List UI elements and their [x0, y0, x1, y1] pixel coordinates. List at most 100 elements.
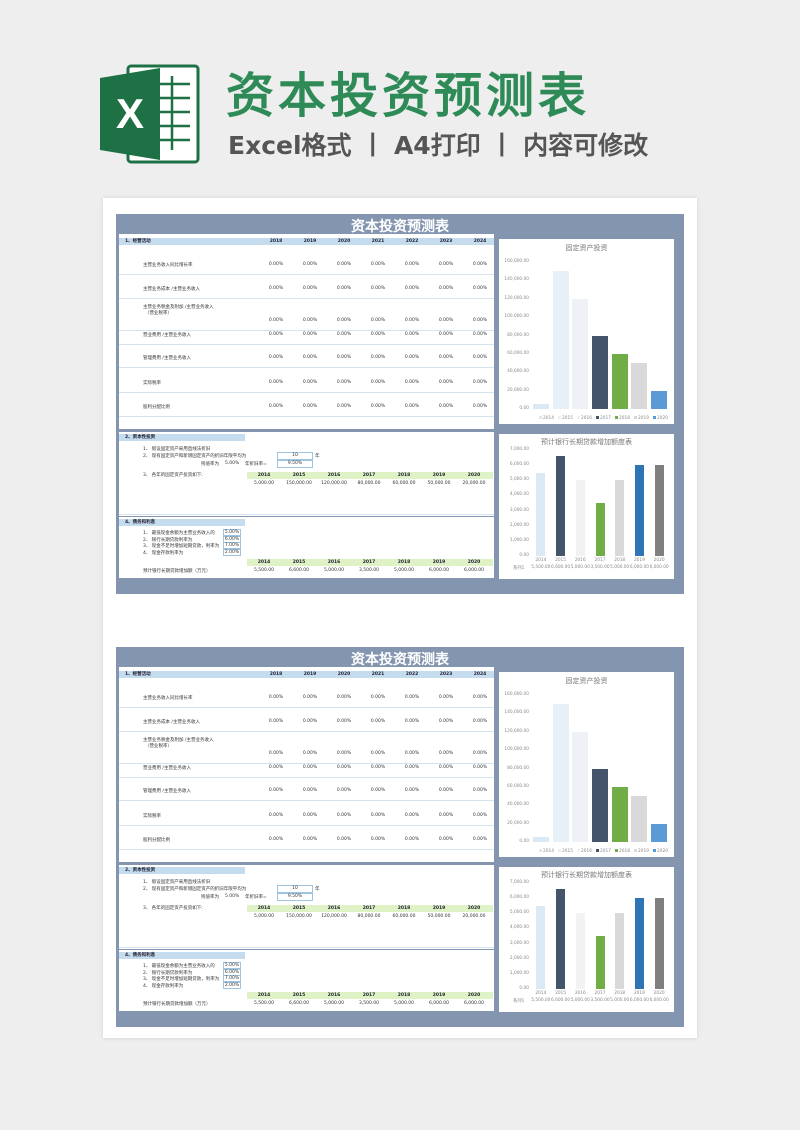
table-cell: 0.00%: [404, 788, 420, 793]
table-cell: 0.00%: [336, 695, 352, 700]
capital-investment-panel: 2、资本性投资 1、 假设固定资产采用直线法折旧 2、 现有固定资产和新增固定资…: [119, 865, 494, 949]
table-cell: 0.00%: [268, 719, 284, 724]
depreciation-rate-cell[interactable]: 9.50%: [277, 893, 313, 901]
table-cell: 0.00%: [336, 837, 352, 842]
table-cell: 0.00%: [370, 404, 386, 409]
chart-bar: [575, 913, 585, 989]
table-cell: 0.00%: [302, 262, 318, 267]
document-page: 资本投资预测表 1、经营活动 2018 2019 2020 2021 2022 2023 2…: [103, 198, 697, 1038]
y-tick-label: 60,000.00: [507, 350, 529, 356]
table-cell: 0.00%: [472, 404, 488, 409]
assumption-label: 4、 现金存款利率为: [143, 983, 184, 989]
data-table-value: 5,000.00: [570, 998, 590, 1003]
table-cell: 0.00%: [438, 695, 454, 700]
table-cell: 0.00%: [404, 837, 420, 842]
assumption-label: 3、 现金不足时增加短期贷款，利率为: [143, 977, 220, 982]
loan-value: 5,000.00: [393, 568, 415, 573]
table-cell: 0.00%: [404, 719, 420, 724]
table-cell: 0.00%: [370, 262, 386, 267]
y-tick-label: 3,000.00: [509, 507, 529, 513]
investment-value: 80,000.00: [357, 481, 381, 486]
chart-bar: [536, 905, 546, 989]
legend-label: 2019: [638, 849, 649, 854]
x-tick-label: 2015: [555, 991, 567, 996]
x-tick-label: 2018: [614, 991, 626, 996]
year-header: 2020: [337, 672, 351, 677]
table-cell: 0.00%: [370, 355, 386, 360]
year-header: 2014: [257, 560, 271, 565]
depreciation-rate-cell[interactable]: 9.50%: [277, 460, 313, 468]
year-header: 2015: [292, 993, 306, 998]
investment-value: 50,000.00: [427, 481, 451, 486]
y-tick-label: 100,000.00: [504, 314, 529, 320]
depreciation-years-cell[interactable]: 10: [277, 452, 313, 460]
table-cell: 0.00%: [404, 286, 420, 291]
table-cell: 0.00%: [302, 404, 318, 409]
series-label: 系列1: [513, 566, 525, 571]
year-header: 2022: [405, 672, 419, 677]
row-label: 主营业务收入同比增长率: [143, 696, 193, 701]
y-tick-label: 0.00: [519, 986, 529, 991]
loan-value: 5,500.00: [253, 568, 275, 573]
loan-value: 3,500.00: [358, 1001, 380, 1006]
data-table-value: 6,600.00: [550, 565, 571, 570]
legend-swatch: [577, 849, 580, 852]
table-cell: 0.00%: [302, 318, 318, 323]
year-header: 2016: [327, 560, 341, 565]
depreciation-years-cell[interactable]: 10: [277, 885, 313, 893]
year-header: 2018: [397, 560, 411, 565]
investment-value: 60,000.00: [392, 914, 416, 919]
text-line: 年折旧率=: [245, 895, 267, 900]
page-title: 资本投资预测表: [226, 68, 591, 124]
investment-value: 120,000.00: [321, 914, 347, 919]
investment-value: 5,000.00: [253, 914, 275, 919]
year-header: 2015: [292, 473, 306, 478]
table-cell: 0.00%: [404, 813, 420, 818]
section-heading: 4、债务和利息: [119, 519, 245, 526]
assumption-input[interactable]: 2.00%: [223, 548, 241, 556]
row-label-sub: （营业税率）: [145, 311, 172, 316]
residual-rate-value: 5.00%: [225, 894, 240, 899]
assumption-input[interactable]: 2.00%: [223, 981, 241, 989]
x-tick-label: 2017: [594, 991, 606, 996]
table-cell: 0.00%: [404, 332, 420, 337]
table-cell: 0.00%: [404, 355, 420, 360]
table-cell: 0.00%: [438, 380, 454, 385]
legend-label: 2016: [581, 416, 592, 421]
year-header: 2018: [269, 672, 283, 677]
x-tick-label: 2018: [614, 558, 626, 563]
year-header: 2018: [397, 906, 411, 911]
table-cell: 0.00%: [302, 837, 318, 842]
legend-swatch: [634, 416, 637, 419]
table-cell: 0.00%: [268, 695, 284, 700]
x-tick-label: 2014: [535, 558, 547, 563]
table-cell: 0.00%: [268, 837, 284, 842]
table-cell: 0.00%: [438, 719, 454, 724]
legend-label: 2018: [619, 849, 630, 854]
table-cell: 0.00%: [302, 380, 318, 385]
chart-title: 固定资产投资: [565, 677, 608, 685]
table-cell: 0.00%: [404, 262, 420, 267]
row-label: 营业费用 /主营业务收入: [143, 766, 191, 771]
loan-value: 5,500.00: [253, 1001, 275, 1006]
year-header: 2020: [467, 993, 481, 998]
legend-label: 2015: [562, 849, 573, 854]
section-heading: 4、债务和利息: [119, 952, 245, 959]
text-line: 2、 现有固定资产和新增固定资产的折旧年限平均为: [143, 887, 247, 892]
sheet-title: 资本投资预测表: [351, 219, 449, 235]
legend-swatch: [653, 849, 656, 852]
table-cell: 0.00%: [302, 813, 318, 818]
table-cell: 0.00%: [302, 719, 318, 724]
legend-swatch: [634, 849, 637, 852]
legend-item: 2020: [653, 849, 668, 854]
investment-value: 50,000.00: [427, 914, 451, 919]
y-tick-label: 7,000.00: [509, 880, 529, 885]
legend-label: 2017: [600, 416, 611, 421]
section-heading: 1、经营活动: [119, 671, 494, 678]
assumption-label: 2、 银行长期贷款利率为: [143, 970, 193, 976]
table-cell: 0.00%: [268, 262, 284, 267]
y-tick-label: 120,000.00: [504, 728, 529, 734]
table-cell: 0.00%: [370, 788, 386, 793]
table-cell: 0.00%: [438, 286, 454, 291]
year-header: 2022: [405, 239, 419, 244]
